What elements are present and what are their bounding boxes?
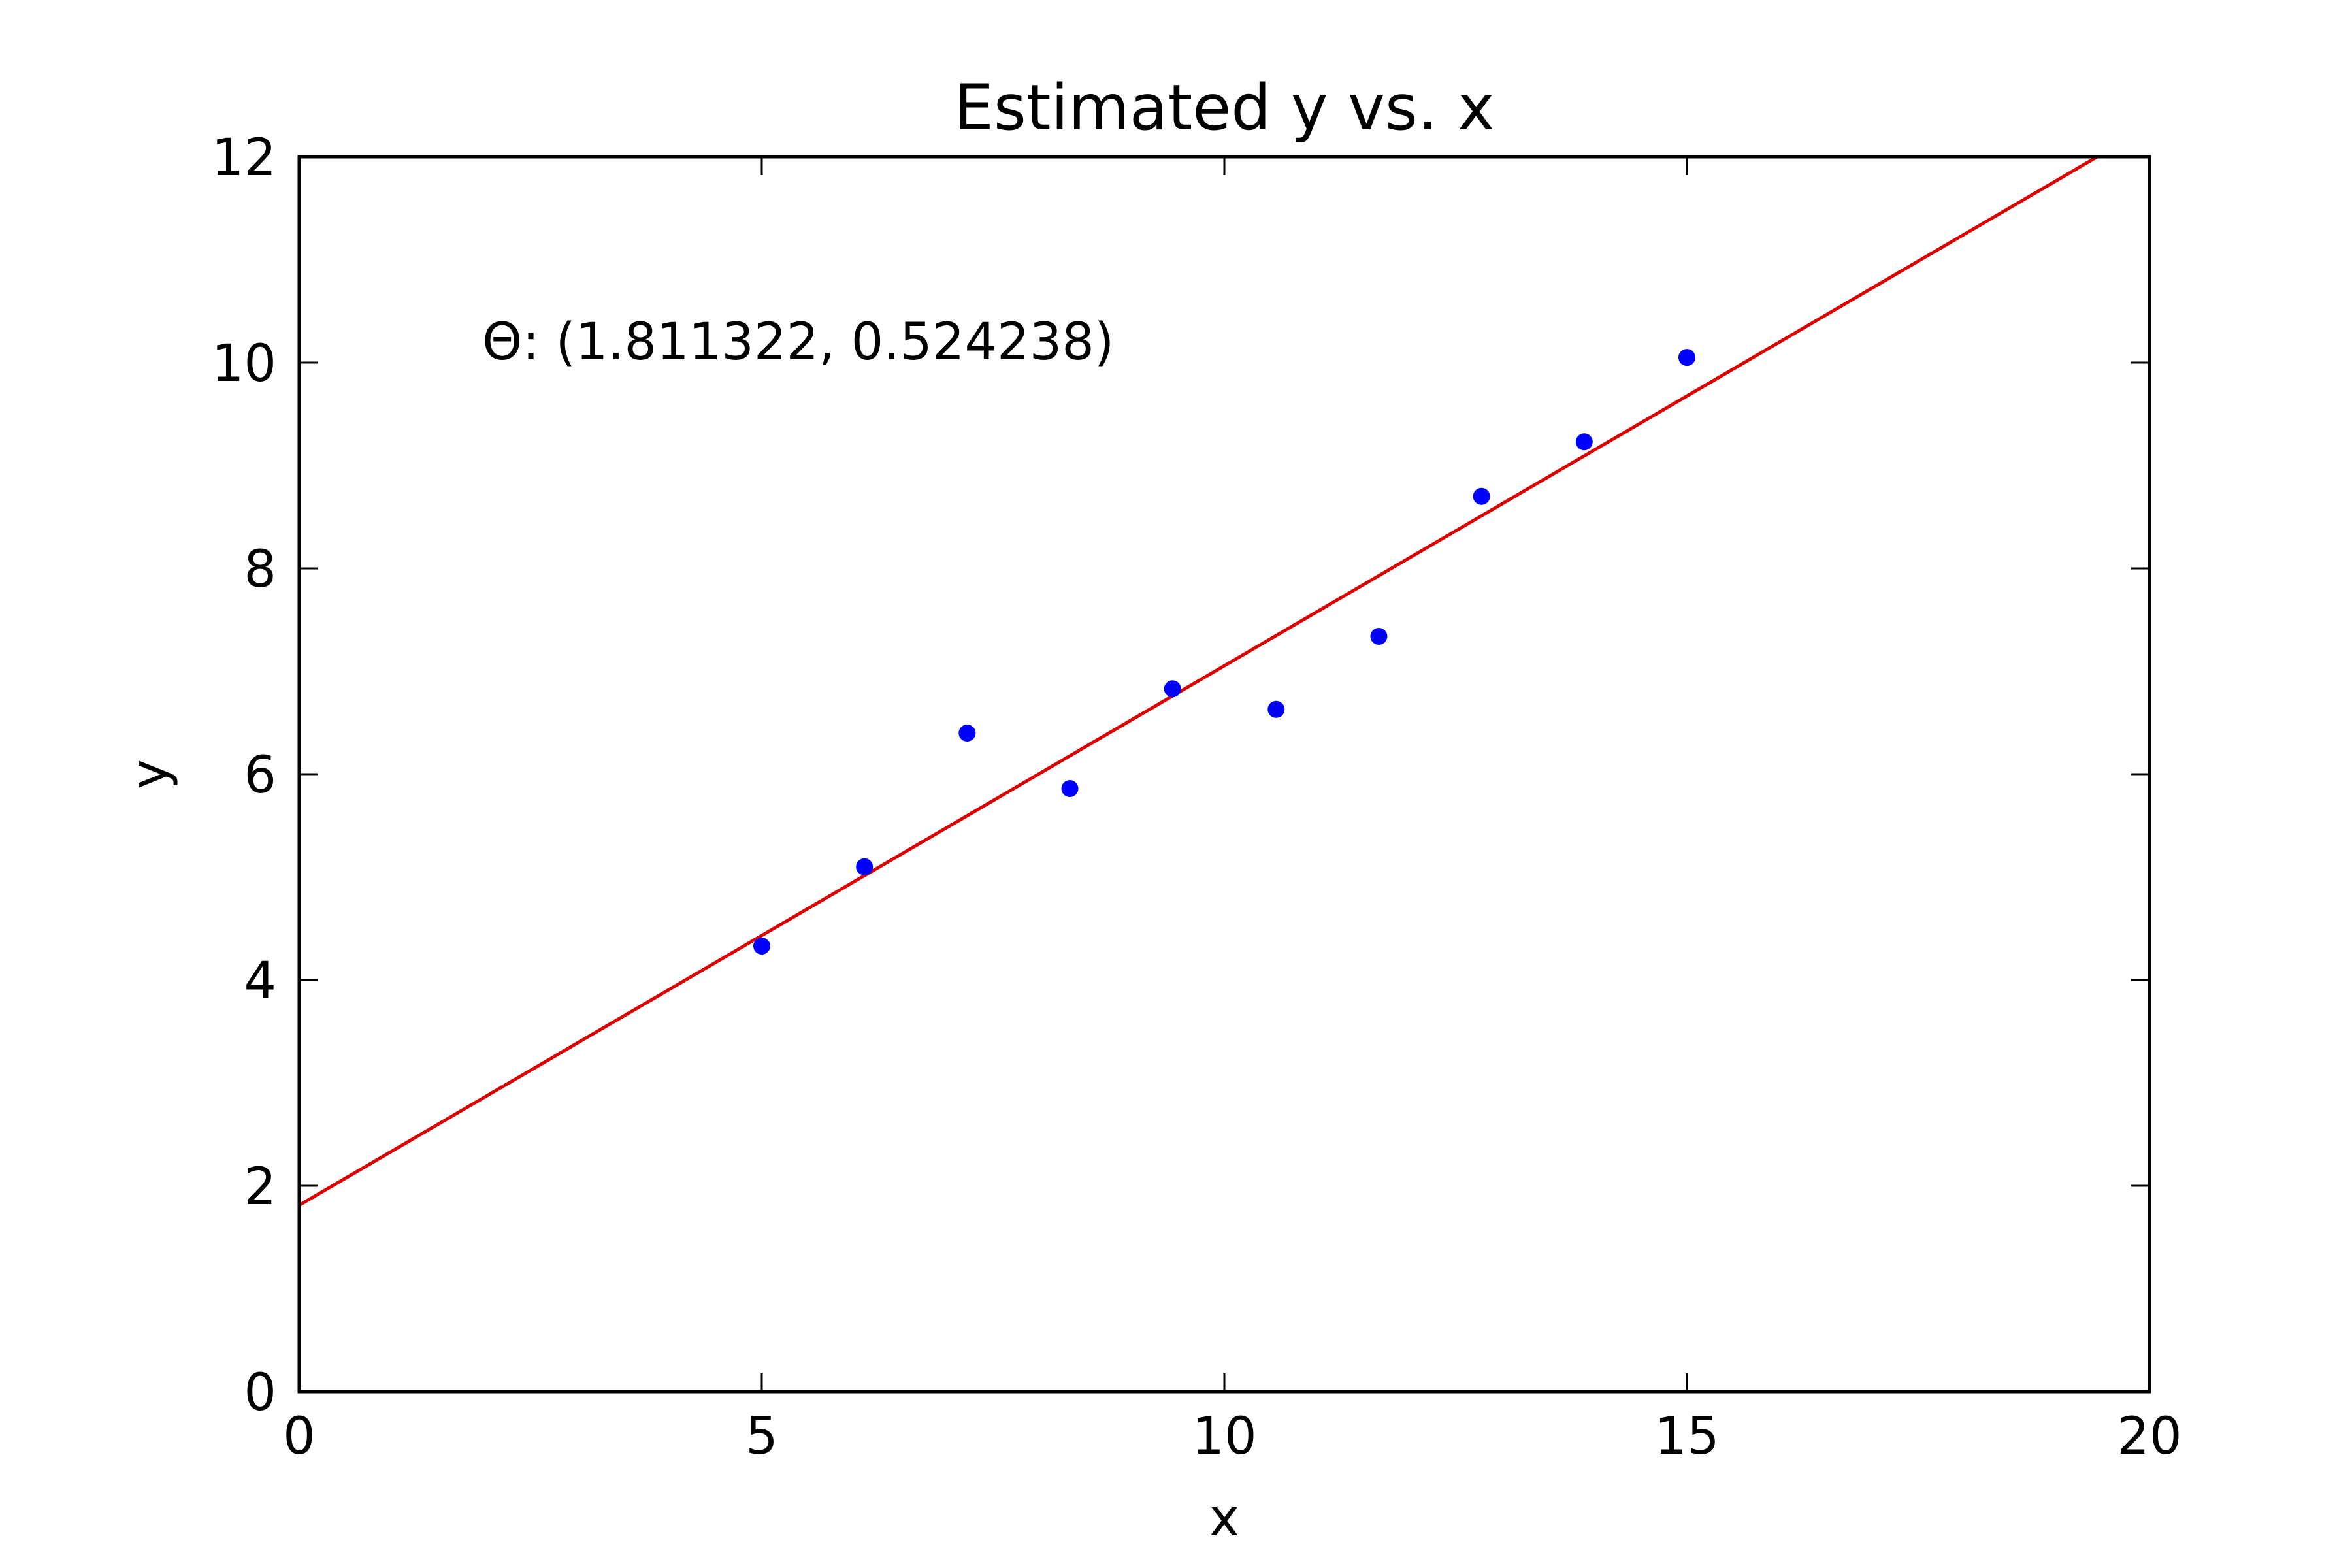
x-axis-label: x [1209, 1489, 1239, 1548]
plot-area [299, 157, 2100, 1207]
x-tick-label: 0 [283, 1407, 316, 1466]
data-point [1678, 349, 1695, 367]
y-tick-label: 2 [244, 1158, 276, 1217]
axes-frame [297, 155, 2151, 1394]
data-point [753, 938, 770, 955]
theta-annotation: Θ: (1.811322, 0.524238) [482, 313, 1114, 372]
data-point [1370, 627, 1388, 645]
data-point [1575, 433, 1593, 451]
y-tick-label: 6 [244, 746, 276, 805]
y-tick-label: 0 [244, 1364, 276, 1422]
x-tick-label: 20 [2117, 1407, 2181, 1466]
data-point [856, 858, 874, 875]
chart-title: Estimated y vs. x [954, 71, 1494, 144]
ticks-layer: 0 5 10 15 20 0 2 4 6 8 10 12 [212, 129, 2182, 1466]
regression-line [299, 157, 2100, 1207]
x-tick-label: 15 [1654, 1407, 1719, 1466]
x-tick-label: 10 [1192, 1407, 1256, 1466]
y-tick-label: 12 [212, 129, 276, 188]
data-point [958, 725, 976, 742]
y-tick-label: 10 [212, 335, 276, 393]
y-tick-label: 8 [244, 540, 276, 599]
data-point [1164, 680, 1181, 698]
data-point [1061, 780, 1079, 798]
x-tick-label: 5 [745, 1407, 778, 1466]
data-point [1267, 700, 1285, 718]
y-tick-label: 4 [244, 952, 276, 1011]
data-point [1473, 487, 1490, 505]
y-axis-label: y [120, 759, 179, 789]
